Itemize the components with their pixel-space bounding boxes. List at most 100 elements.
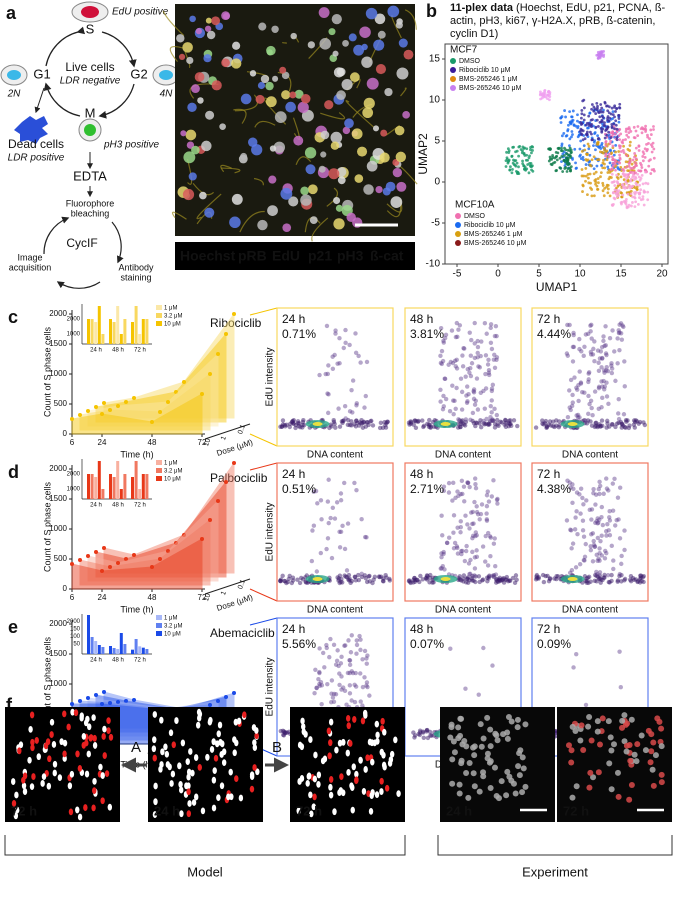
scatter-point — [568, 377, 574, 383]
model-cell — [180, 739, 186, 747]
inset-bar — [116, 461, 120, 499]
nucleus — [182, 42, 193, 53]
umap-point — [628, 149, 632, 152]
scatter-point — [470, 536, 475, 541]
umap-point — [600, 130, 604, 134]
scatter-point — [616, 416, 622, 422]
experiment-cell — [631, 751, 638, 758]
inset-bar — [90, 637, 94, 654]
nucleus — [297, 101, 309, 113]
scatter-point — [360, 657, 365, 662]
inset-bar — [101, 489, 105, 499]
umap-point — [592, 105, 596, 109]
umap-point — [631, 175, 635, 179]
scatter-point — [438, 566, 443, 571]
model-cell — [221, 748, 227, 756]
umap-point — [606, 118, 609, 122]
scatter-point — [468, 373, 474, 379]
scatter-point — [615, 495, 621, 500]
umap-point — [565, 134, 569, 137]
scatter-point — [596, 368, 602, 373]
umap-point — [588, 111, 592, 115]
scatter-point — [480, 577, 486, 582]
umap-point — [596, 56, 600, 60]
model-cell — [34, 737, 39, 744]
model-cell — [375, 731, 380, 739]
experiment-cell — [599, 715, 606, 722]
scatter-percent: 0.51% — [282, 482, 316, 496]
experiment-cell — [506, 773, 513, 780]
scatter-point — [421, 735, 426, 740]
experiment-cell — [457, 715, 464, 722]
scatter-point — [469, 361, 475, 366]
scatter-point — [586, 393, 591, 399]
umap-point — [643, 147, 647, 151]
scatter-point — [600, 356, 605, 361]
umap-point — [609, 112, 613, 116]
nucleus — [318, 165, 326, 173]
umap-point — [585, 152, 588, 156]
scatter-point — [588, 398, 594, 404]
experiment-cell — [471, 783, 478, 790]
scatter-point — [441, 549, 446, 555]
scatter-point — [589, 507, 595, 512]
scatter-point — [346, 572, 352, 578]
inset-y-tick-label: 1000 — [67, 332, 81, 338]
model-cell — [365, 754, 370, 762]
scatter-point — [607, 335, 613, 341]
scatter-point — [599, 405, 604, 410]
scatter-point — [568, 485, 573, 490]
nucleus — [396, 67, 409, 80]
scatter-point — [319, 683, 325, 688]
scatter-point — [609, 543, 614, 549]
channel-label: EdU — [272, 248, 300, 264]
scatter-point — [465, 480, 471, 485]
scatter-point — [342, 403, 348, 409]
connector — [249, 588, 278, 602]
scatter-point — [475, 354, 480, 360]
label: staining — [120, 272, 151, 282]
scatter-point — [278, 424, 283, 429]
model-cell — [169, 780, 174, 787]
experiment-cell — [650, 782, 657, 789]
model-cell — [211, 738, 216, 746]
experiment-cell — [594, 728, 601, 735]
model-cell — [62, 750, 67, 758]
nucleus — [280, 187, 293, 200]
scatter-point — [485, 489, 490, 494]
y-tick-label: 1500 — [49, 649, 67, 658]
scatter-point — [354, 401, 359, 406]
model-cell — [345, 715, 351, 722]
scatter-point — [349, 669, 354, 674]
fan-point — [232, 312, 236, 316]
scatter-point — [488, 554, 493, 559]
scatter-point — [574, 509, 579, 514]
scatter-point — [421, 423, 427, 429]
umap-point — [607, 155, 611, 159]
experiment-cell — [610, 741, 617, 748]
umap-point — [578, 154, 582, 158]
umap-point — [515, 149, 519, 153]
experiment-cell — [520, 765, 527, 772]
model-cell — [219, 782, 225, 790]
umap-point — [599, 108, 602, 112]
scatter-point — [353, 350, 359, 356]
scatter-point — [340, 523, 345, 529]
scatter-point — [468, 365, 473, 371]
umap-point — [615, 106, 619, 110]
connector — [249, 307, 278, 316]
scatter-point — [484, 575, 490, 580]
membrane-stain — [171, 211, 187, 220]
umap-point — [590, 103, 594, 106]
scatter-point — [446, 490, 452, 495]
nucleus — [328, 28, 336, 36]
scatter-point — [336, 406, 341, 411]
experiment-cell — [504, 768, 511, 775]
umap-point — [588, 172, 592, 176]
umap-point — [591, 138, 594, 141]
nucleus — [363, 184, 374, 195]
umap-point — [568, 166, 571, 170]
scatter-x-label: DNA content — [562, 450, 618, 461]
umap-point — [618, 127, 622, 131]
scatter-point — [333, 425, 338, 430]
